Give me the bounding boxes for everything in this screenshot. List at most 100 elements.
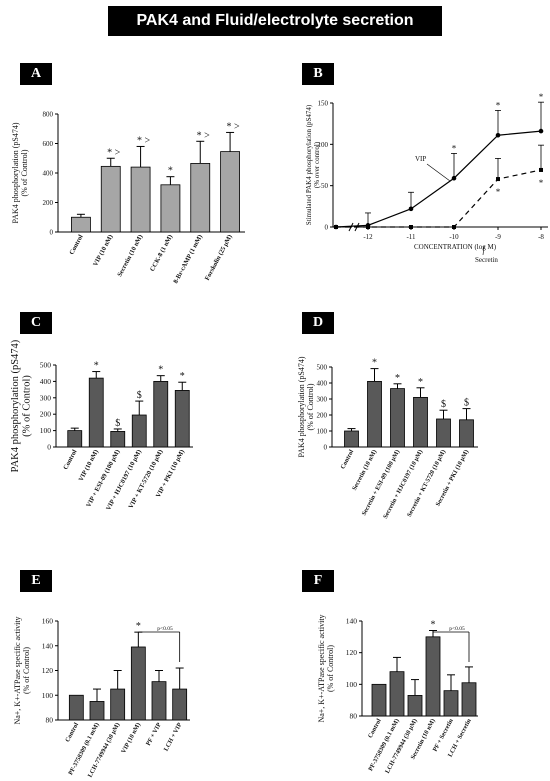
y-tick-label: 200 — [40, 410, 52, 419]
significance-mark: * > — [107, 147, 121, 158]
data-point — [334, 225, 338, 229]
x-tick-label: -11 — [406, 233, 416, 241]
significance-mark: $ — [137, 390, 142, 401]
x-tick-label: -10 — [449, 233, 459, 241]
y-tick-label: 80 — [46, 716, 54, 725]
data-point — [452, 225, 456, 229]
significance-mark: * — [395, 373, 400, 384]
y-axis-label-line: (% of Control) — [306, 383, 315, 430]
series-label: Secretin — [475, 256, 498, 264]
y-tick-label: 100 — [346, 680, 358, 689]
y-tick-label: 100 — [42, 691, 54, 700]
series-label: VIP — [415, 155, 426, 163]
series-label-pointer — [426, 163, 451, 182]
data-point — [409, 225, 413, 229]
y-tick-label: 120 — [346, 648, 358, 657]
significance-mark: * > — [227, 121, 241, 132]
y-tick-label: 50 — [321, 182, 329, 190]
y-tick-label: 100 — [40, 426, 52, 435]
significance-mark: * — [168, 166, 173, 177]
significance-mark: * — [539, 178, 544, 188]
y-tick-label: 500 — [40, 361, 52, 370]
significance-label: p<0.05 — [157, 626, 173, 632]
y-axis-label: Stimulated PAK4 phosphorylation (pS474)(… — [305, 104, 321, 225]
significance-mark: * — [94, 361, 99, 372]
y-tick-label: 0 — [50, 229, 54, 237]
axis-break-mark — [348, 222, 354, 232]
significance-mark: * > — [137, 135, 151, 146]
x-tick-label: -8 — [538, 233, 544, 241]
y-tick-label: 150 — [318, 100, 329, 108]
data-point — [451, 175, 457, 181]
significance-mark: * > — [197, 130, 211, 141]
significance-mark: * — [496, 187, 501, 197]
panel-label-b: B — [302, 63, 334, 85]
y-axis-label-line: (% of Control) — [20, 149, 29, 196]
y-tick-label: 500 — [317, 364, 328, 372]
significance-mark: * — [452, 143, 457, 153]
significance-mark: * — [539, 92, 544, 102]
significance-mark: * — [158, 365, 163, 376]
y-axis-label-line: Na+, K+-ATPase specific activity — [317, 614, 326, 722]
y-tick-label: 800 — [43, 111, 54, 119]
bar — [443, 690, 459, 717]
panel-label-a: A — [20, 63, 52, 85]
series-line — [335, 130, 542, 228]
data-point — [538, 128, 544, 134]
category-label: Control — [367, 717, 383, 739]
significance-mark: * — [180, 371, 185, 382]
bar — [461, 682, 477, 717]
y-tick-label: 200 — [43, 199, 54, 207]
significance-mark: * — [431, 620, 436, 631]
x-axis-label: CONCENTRATION (log M) — [414, 243, 497, 251]
y-axis-label-line: (% of Control) — [326, 645, 335, 692]
y-tick-label: 0 — [324, 444, 328, 452]
panel-label-f: F — [302, 570, 334, 592]
y-axis-label-line: PAK4 phosphorylation (pS474) — [297, 356, 306, 457]
bar — [425, 636, 441, 717]
x-tick-label: -9 — [495, 233, 501, 241]
data-point — [366, 225, 370, 229]
y-tick-label: 100 — [318, 141, 329, 149]
y-tick-label: 80 — [350, 712, 358, 721]
panel-label-d: D — [302, 312, 334, 334]
panel-label-c: C — [20, 312, 52, 334]
y-axis-label-line: Stimulated PAK4 phosphorylation (pS474) — [305, 104, 313, 225]
data-point — [496, 177, 500, 182]
y-tick-label: 0 — [325, 224, 329, 232]
y-tick-label: 400 — [317, 380, 328, 388]
y-tick-label: 140 — [346, 617, 358, 626]
y-axis-label-line: (% over control) — [313, 141, 321, 188]
y-axis-label-line: PAK4 phosphorylation (pS474) — [11, 122, 20, 223]
significance-mark: $ — [115, 418, 120, 429]
y-tick-label: 140 — [42, 641, 54, 650]
y-tick-label: 300 — [317, 396, 328, 404]
y-axis-label: PAK4 phosphorylation (pS474)(% of Contro… — [297, 356, 315, 457]
y-tick-label: 100 — [317, 428, 328, 436]
y-axis-label-line: Na+, K+-ATPase specific activity — [13, 616, 22, 724]
y-tick-label: 160 — [42, 617, 54, 626]
y-axis-label: Na+, K+-ATPase specific activity(% of Co… — [317, 614, 335, 722]
bar — [389, 671, 405, 717]
significance-mark: * — [418, 377, 423, 388]
y-axis-label-line: (% of Control) — [22, 647, 31, 694]
y-axis-label: PAK4 phosphorylation (pS474)(% of Contro… — [11, 122, 29, 223]
y-tick-label: 400 — [43, 170, 54, 178]
y-tick-label: 600 — [43, 140, 54, 148]
series-label-pointer — [482, 245, 485, 256]
y-tick-label: 0 — [47, 443, 51, 452]
series-line — [336, 169, 542, 228]
significance-label: p<0.05 — [449, 626, 465, 632]
y-tick-label: 200 — [317, 412, 328, 420]
significance-mark: $ — [464, 398, 469, 409]
significance-mark: * — [136, 621, 141, 632]
data-point — [495, 132, 501, 138]
significance-mark: $ — [441, 399, 446, 410]
significance-mark: * — [496, 100, 501, 110]
